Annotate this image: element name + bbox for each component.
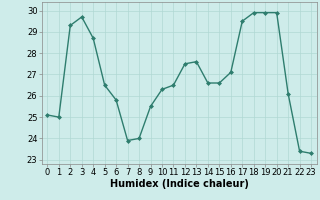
X-axis label: Humidex (Indice chaleur): Humidex (Indice chaleur) (110, 179, 249, 189)
